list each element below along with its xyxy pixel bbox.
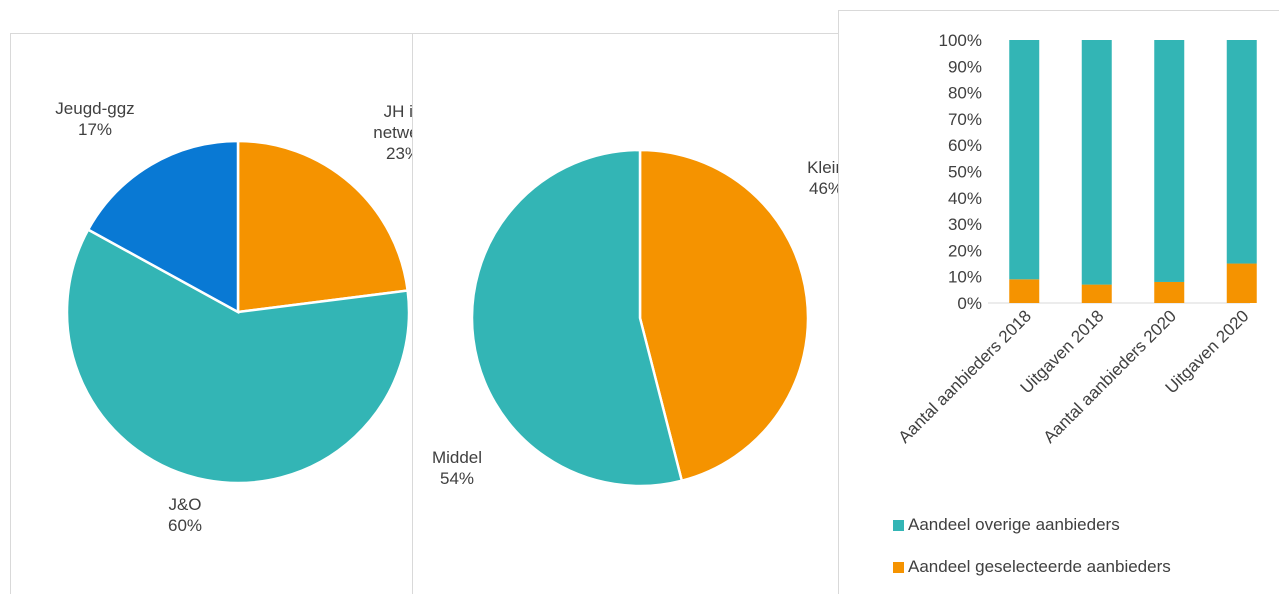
pie-slice: [470, 148, 684, 488]
divider-top-right: [838, 10, 1279, 11]
y-tick-label: 80%: [948, 84, 982, 103]
y-tick-label: 50%: [948, 163, 982, 182]
stacked-bar-chart-svg: 0% 10% 20% 30% 40% 50% 60% 70% 80% 90% 100% Aantal…: [895, 31, 1257, 447]
divider-right: [838, 10, 839, 594]
pie-slice-label: JH innetwerk23%: [373, 102, 412, 163]
legend-item-geselecteerde: Aandeel geselecteerde aanbieders: [893, 557, 1171, 577]
y-tick-label: 60%: [948, 136, 982, 155]
pie-slice-label: Klein46%: [807, 158, 838, 198]
bar-segment: [1009, 279, 1040, 303]
stacked-bar-chart: 0% 10% 20% 30% 40% 50% 60% 70% 80% 90% 100% Aantal…: [838, 0, 1279, 594]
bar-segment: [1009, 40, 1040, 280]
pie-slice: [638, 148, 810, 483]
y-tick-label: 0%: [957, 294, 982, 313]
y-tick-label: 40%: [948, 189, 982, 208]
legend-swatch-geselecteerde: [893, 561, 904, 573]
pie-slice: [236, 139, 410, 314]
legend-label-geselecteerde: Aandeel geselecteerde aanbieders: [908, 557, 1171, 576]
pie-slice-label: Jeugd-ggz 17%: [55, 99, 134, 139]
legend-item-overige: Aandeel overige aanbieders: [893, 515, 1120, 535]
bar-segment: [1226, 263, 1257, 303]
divider-top-left: [10, 33, 838, 34]
legend-swatch-overige: [893, 519, 904, 531]
y-tick-label: 20%: [948, 241, 982, 260]
x-tick-label: Aantal aanbieders 2020: [1040, 306, 1180, 446]
y-tick-label: 70%: [948, 110, 982, 129]
bar-segment: [1154, 40, 1185, 282]
pie-slice-label: Middel 54%: [432, 448, 482, 488]
bar-segment: [1081, 40, 1112, 285]
bar-segment: [1154, 281, 1185, 303]
y-tick-label: 100%: [939, 31, 982, 50]
pie-slice: [65, 227, 411, 485]
bar-segment: [1081, 284, 1112, 303]
y-tick-label: 10%: [948, 268, 982, 287]
legend-label-overige: Aandeel overige aanbieders: [908, 515, 1120, 534]
x-tick-label: Aantal aanbieders 2018: [895, 306, 1035, 446]
y-tick-label: 30%: [948, 215, 982, 234]
divider-left: [10, 33, 11, 594]
divider-middle: [412, 33, 413, 594]
y-tick-label: 90%: [948, 57, 982, 76]
bar-segment: [1226, 40, 1257, 264]
pie-slice: [86, 139, 240, 315]
pie-slice-label: J&O 60%: [168, 495, 202, 535]
